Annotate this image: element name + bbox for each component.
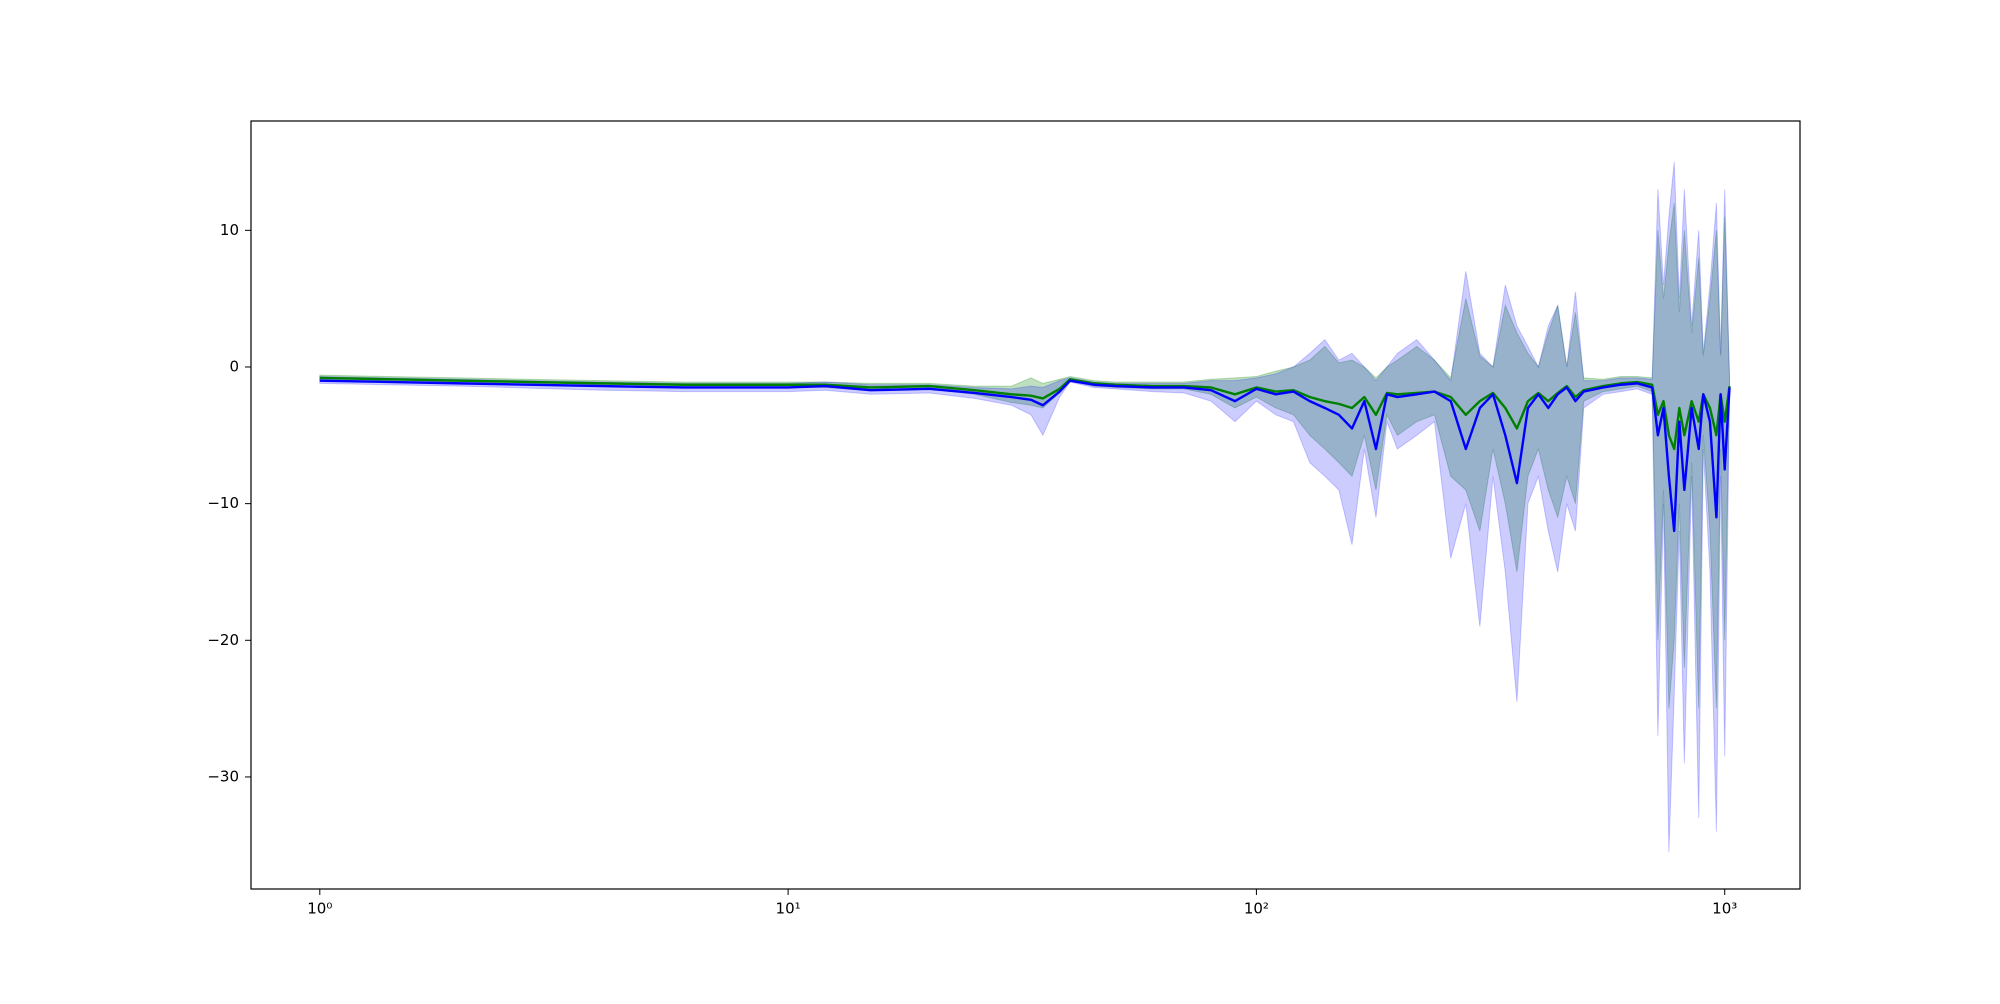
line (319, 379, 1731, 533)
y-tick-label: −10 (207, 494, 239, 512)
x-tick-label: 10³ (1712, 900, 1737, 918)
y-tick-label: 10 (220, 221, 239, 239)
x-tick-label: 10⁰ (307, 900, 332, 918)
y-tick-label: 0 (229, 357, 239, 375)
y-tick-label: −30 (207, 767, 239, 785)
x-tick-label: 10² (1244, 900, 1269, 918)
x-tick-label: 10¹ (776, 900, 801, 918)
y-tick-label: −20 (207, 631, 239, 649)
plot-frame (250, 120, 1801, 890)
